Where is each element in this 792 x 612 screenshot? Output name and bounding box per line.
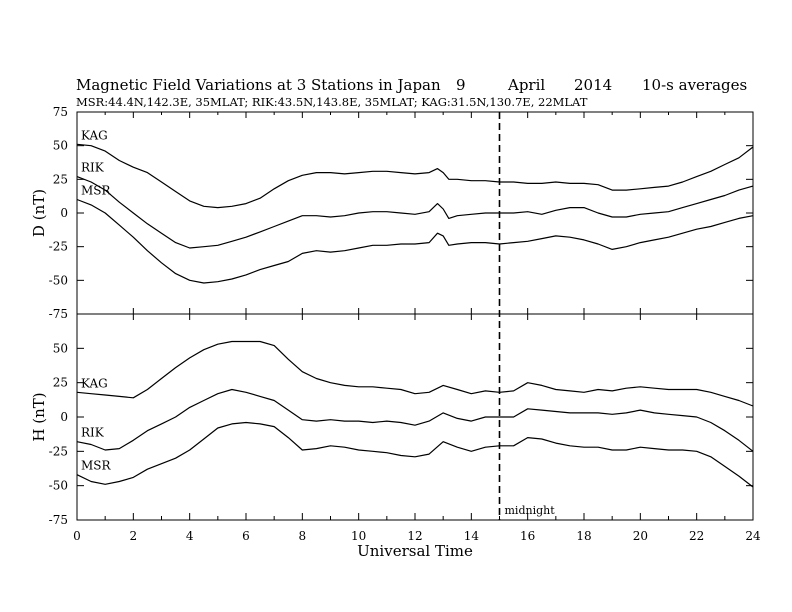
chart-title-averages: 10-s averages bbox=[642, 76, 747, 94]
x-tick-label: 6 bbox=[242, 529, 250, 543]
chart-title-month: April bbox=[507, 76, 545, 94]
y-tick-label: -25 bbox=[49, 444, 68, 458]
d-axis-label: D (nT) bbox=[30, 189, 48, 237]
y-tick-label: -75 bbox=[49, 513, 68, 527]
x-axis-label: Universal Time bbox=[357, 542, 473, 560]
y-tick-label: 0 bbox=[60, 410, 68, 424]
series-line-kag bbox=[76, 143, 754, 209]
y-tick-label: 75 bbox=[53, 105, 68, 119]
series-label-rik: RIK bbox=[81, 161, 105, 175]
chart-title-year: 2014 bbox=[574, 76, 612, 94]
x-tick-label: 8 bbox=[299, 529, 307, 543]
x-tick-label: 12 bbox=[407, 529, 422, 543]
y-tick-label: -50 bbox=[49, 479, 68, 493]
x-tick-label: 24 bbox=[745, 529, 761, 543]
y-tick-label: -75 bbox=[49, 307, 68, 321]
h-panel-frame bbox=[76, 313, 754, 521]
h-axis-label: H (nT) bbox=[30, 392, 48, 441]
x-tick-label: 22 bbox=[689, 529, 704, 543]
series-line-rik bbox=[76, 388, 754, 452]
x-tick-label: 0 bbox=[73, 529, 81, 543]
x-tick-label: 16 bbox=[520, 529, 535, 543]
y-tick-label: 0 bbox=[60, 206, 68, 220]
series-line-kag bbox=[76, 340, 754, 407]
series-line-msr bbox=[76, 198, 754, 284]
midnight-label: midnight bbox=[505, 504, 556, 517]
series-line-rik bbox=[76, 176, 754, 249]
series-label-msr: MSR bbox=[81, 459, 112, 473]
y-tick-label: 25 bbox=[53, 172, 68, 186]
x-tick-label: 20 bbox=[633, 529, 648, 543]
chart-title-day: 9 bbox=[456, 76, 466, 94]
y-tick-label: 25 bbox=[53, 376, 68, 390]
x-tick-label: 10 bbox=[351, 529, 366, 543]
x-tick-label: 14 bbox=[464, 529, 480, 543]
series-line-msr bbox=[76, 421, 754, 488]
y-tick-label: 50 bbox=[53, 341, 68, 355]
series-label-msr: MSR bbox=[81, 184, 112, 198]
y-tick-label: -50 bbox=[49, 273, 68, 287]
x-tick-label: 18 bbox=[576, 529, 591, 543]
y-tick-label: -25 bbox=[49, 240, 68, 254]
series-label-rik: RIK bbox=[81, 426, 105, 440]
x-tick-label: 2 bbox=[130, 529, 138, 543]
chart-title: Magnetic Field Variations at 3 Stations … bbox=[76, 76, 441, 94]
x-tick-label: 4 bbox=[186, 529, 194, 543]
chart-subtitle: MSR:44.4N,142.3E, 35MLAT; RIK:43.5N,143.… bbox=[76, 95, 588, 109]
series-label-kag: KAG bbox=[81, 128, 108, 142]
series-label-kag: KAG bbox=[81, 376, 108, 390]
y-tick-label: 50 bbox=[53, 139, 68, 153]
